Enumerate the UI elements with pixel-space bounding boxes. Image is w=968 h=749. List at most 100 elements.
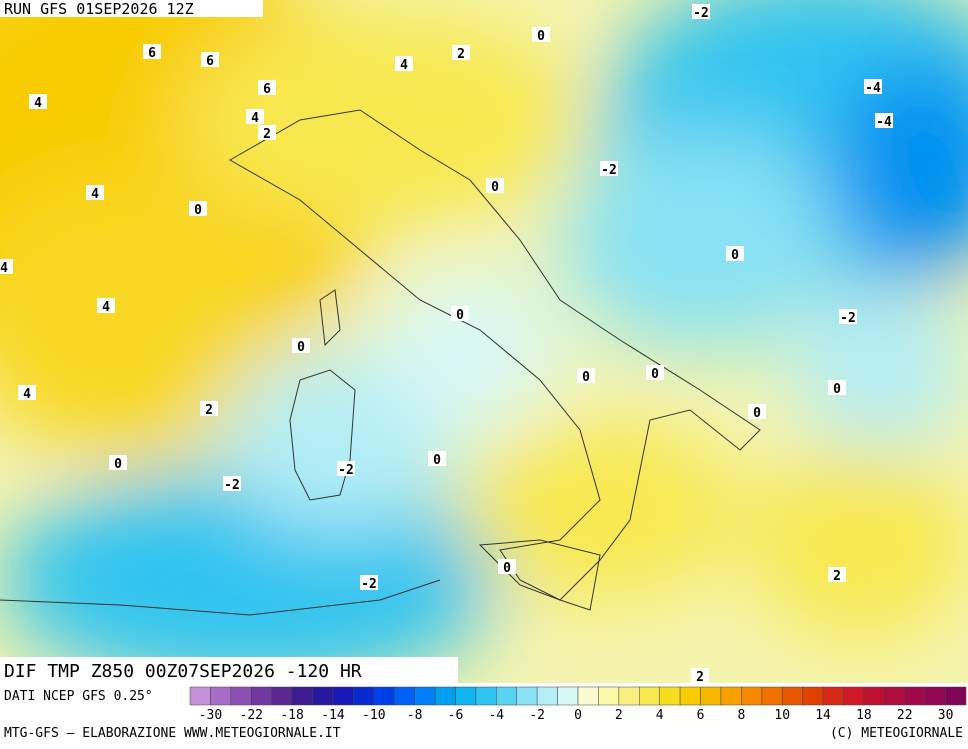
contour-label-bg: [143, 44, 161, 59]
contour-label-bg: [258, 125, 276, 140]
contour-label: 0: [833, 382, 841, 397]
contour-label: 0: [503, 561, 511, 576]
contour-label-bg: [200, 401, 218, 416]
contour-label: 4: [0, 261, 8, 276]
contour-label: -2: [693, 6, 709, 21]
contour-label-bg: [486, 178, 504, 193]
colorbar-label: 6: [697, 708, 705, 723]
run-box: [0, 0, 263, 17]
colorbar-label: 30: [938, 708, 954, 723]
contour-label: 0: [537, 29, 545, 44]
colorbar-swatch: [863, 686, 885, 706]
contour-label-bg: [201, 52, 219, 67]
contour-label-bg: [828, 567, 846, 582]
contour-label: 2: [263, 127, 271, 142]
colorbar-swatch: [659, 686, 681, 706]
contour-label-bg: [839, 309, 857, 324]
contour-label: 0: [651, 367, 659, 382]
colorbar-swatch: [802, 686, 824, 706]
contour-label: 4: [400, 58, 408, 73]
contour-label-bg: [828, 380, 846, 395]
colorbar-label: 2: [615, 708, 623, 723]
map-title: DIF TMP Z850 00Z07SEP2026 -120 HR: [4, 661, 362, 682]
title-box: [0, 657, 458, 683]
colorbar-swatch: [189, 686, 211, 706]
colorbar-label: -6: [448, 708, 464, 723]
colorbar: -30 -22 -18 -14 -10 -8 -6 -4 -2 0 2 4 6 8 10 14 18 22 30: [189, 686, 967, 723]
contour-label-bg: [189, 201, 207, 216]
colorbar-swatch: [618, 686, 640, 706]
contour-label: -2: [840, 311, 856, 326]
colorbar-swatch: [700, 686, 722, 706]
colorbar-swatch: [414, 686, 436, 706]
colorbar-swatch: [945, 686, 967, 706]
colorbar-label: -18: [280, 708, 303, 723]
colorbar-label: 22: [897, 708, 913, 723]
colorbar-swatch: [516, 686, 538, 706]
contour-label-bg: [532, 27, 550, 42]
contour-label: 0: [753, 406, 761, 421]
contour-label-bg: [18, 385, 36, 400]
contour-label-bg: [452, 45, 470, 60]
colorbar-swatch: [679, 686, 701, 706]
run-label: RUN GFS 01SEP2026 12Z: [4, 0, 194, 18]
colorbar-swatch: [373, 686, 395, 706]
contour-label: -4: [876, 115, 892, 130]
colorbar-swatch: [904, 686, 926, 706]
contour-label-bg: [498, 559, 516, 574]
contour-label: 0: [456, 308, 464, 323]
contour-label: 6: [206, 54, 214, 69]
colorbar-swatch: [639, 686, 660, 706]
contour-label-bg: [875, 113, 893, 128]
colorbar-swatch: [557, 686, 579, 706]
contour-label-bg: [395, 56, 413, 71]
colorbar-swatch: [924, 686, 946, 706]
contour-label-bg: [691, 668, 709, 683]
colorbar-swatch: [761, 686, 783, 706]
contour-label-bg: [246, 109, 264, 124]
contour-label: 2: [833, 569, 841, 584]
contour-label: -4: [865, 81, 881, 96]
colorbar-swatch: [884, 686, 905, 706]
contour-label-bg: [692, 4, 710, 19]
contour-label-bg: [86, 185, 104, 200]
contour-label: 0: [194, 203, 202, 218]
colorbar-label: -30: [199, 708, 222, 723]
contour-label: 4: [251, 111, 259, 126]
contour-label-bg: [337, 461, 355, 476]
colorbar-swatch: [822, 686, 844, 706]
colorbar-label: 10: [774, 708, 790, 723]
colorbar-swatch: [393, 686, 415, 706]
colorbar-label: -14: [321, 708, 345, 723]
colorbar-swatch: [496, 686, 517, 706]
contour-label-bg: [360, 575, 378, 590]
contour-label: 4: [34, 96, 42, 111]
contour-label-bg: [646, 365, 664, 380]
contour-label: 2: [696, 670, 704, 685]
colorbar-label: 0: [574, 708, 582, 723]
colorbar-label: 14: [815, 708, 831, 723]
contour-label-bg: [726, 246, 744, 261]
contour-label-bg: [258, 80, 276, 95]
contour-label: 6: [263, 82, 271, 97]
contour-label: 2: [205, 403, 213, 418]
contour-label-bg: [29, 94, 47, 109]
colorbar-swatch: [475, 686, 497, 706]
contour-label-bg: [109, 455, 127, 470]
colorbar-swatch: [536, 686, 558, 706]
contour-label: 0: [114, 457, 122, 472]
colorbar-label: -22: [240, 708, 263, 723]
contour-label: -2: [361, 577, 377, 592]
contour-label-bg: [428, 451, 446, 466]
colorbar-swatch: [271, 686, 293, 706]
colorbar-swatch: [843, 686, 865, 706]
colorbar-swatch: [210, 686, 232, 706]
contour-label-bg: [0, 259, 13, 274]
contour-label-bg: [451, 306, 469, 321]
colorbar-label: -4: [488, 708, 504, 723]
contour-label-bg: [292, 338, 310, 353]
contour-label: 4: [91, 187, 99, 202]
contour-label-bg: [748, 404, 766, 419]
contour-label: 0: [731, 248, 739, 263]
